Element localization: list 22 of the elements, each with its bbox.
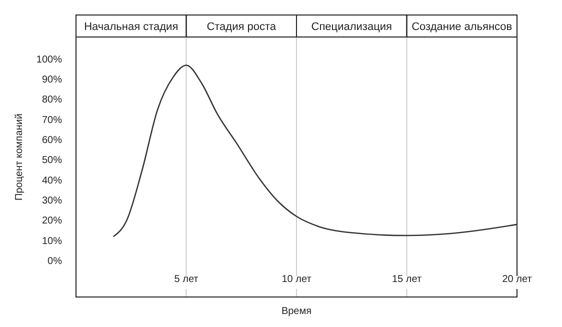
y-tick-label: 80% [42,94,62,106]
x-tick-label: 20 лет [502,274,532,286]
text: Создание альянсов [412,21,512,33]
y-tick-label: 100% [36,54,62,66]
text: Начальная стадия [84,21,178,33]
y-tick-label: 0% [48,256,62,267]
y-tick-label: 90% [42,74,62,86]
text: Специализация [311,21,392,33]
y-tick-label: 60% [42,134,62,146]
y-tick-label: 20% [42,216,62,227]
y-tick-label: 70% [42,114,62,126]
text: Стадия роста [206,21,277,33]
y-axis-title: Процент компаний [14,114,25,200]
x-tick-label: 5 лет [174,274,199,286]
x-tick-label: 10 лет [282,274,312,286]
y-tick-label: 30% [42,195,62,206]
x-axis-title: Время [281,306,312,317]
y-tick-label: 50% [42,155,62,166]
y-tick-label: 10% [42,236,62,247]
line-series [112,64,518,238]
y-tick-label: 40% [42,175,62,186]
x-tick-label: 15 лет [392,274,422,286]
